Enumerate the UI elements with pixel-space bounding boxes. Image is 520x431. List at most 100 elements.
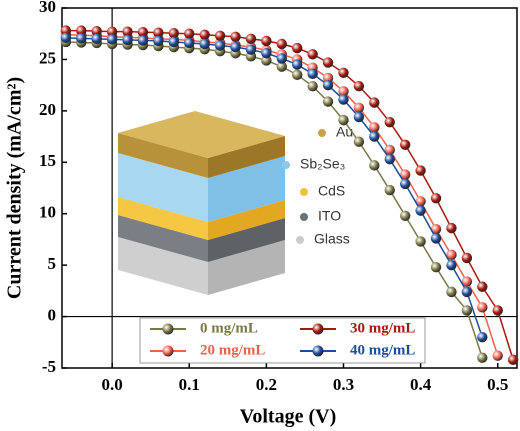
legend-marker [162,323,174,335]
data-point [137,26,149,38]
data-point [384,144,395,156]
data-point [322,72,334,84]
legend-marker [162,345,174,357]
label-dot [282,161,290,169]
data-point [507,354,519,365]
legend-box [139,317,426,364]
y-axis-label: Current density (mA/cm²) [4,77,26,299]
data-point [106,26,118,37]
label-dot [318,129,326,137]
layer-face [208,218,285,262]
data-point [338,114,349,126]
layer-face [118,133,208,178]
layer-label: CdS [318,183,345,199]
data-point [322,96,334,107]
data-point [168,28,180,39]
device-inset: Au Sb₂Se₃ CdS ITO Glass [118,111,353,295]
legend-label: 0 mg/mL [200,320,258,336]
y-tick-label: -5 [42,357,56,376]
data-point [446,259,457,271]
legend-label: 30 mg/mL [350,320,415,336]
layer-label: Sb₂Se₃ [300,156,345,172]
layer-label: Au [336,124,353,140]
data-point [245,33,257,45]
y-tick-label: 10 [39,203,56,222]
data-point [153,27,164,38]
data-point [276,38,287,50]
data-point [461,305,473,316]
series-line [65,41,484,358]
layer-face [208,136,285,178]
data-point [369,122,380,133]
data-point [214,30,226,41]
x-tick-label: 0.3 [333,375,354,394]
data-point [199,38,210,50]
data-point [461,252,473,264]
data-point [137,35,149,46]
data-point [477,281,488,292]
legend-marker [312,323,324,335]
data-point [353,136,365,147]
data-point [415,236,426,247]
data-point [184,37,195,49]
layer-face [118,215,208,262]
data-point [399,169,411,180]
data-point [399,210,411,221]
x-axis-label: Voltage (V) [240,406,336,428]
layer-label: Glass [314,231,350,247]
data-point [492,350,503,361]
data-point [477,352,488,363]
data-point [338,94,349,105]
data-point [307,68,318,80]
x-tick-label: 0.2 [256,375,277,394]
x-tick-label: 0.1 [179,375,200,394]
data-point [91,33,102,45]
y-tick-label: 20 [39,100,56,119]
data-point [199,29,210,40]
layer-face [208,200,285,240]
data-point [60,25,72,36]
data-point [415,205,426,216]
y-tick-label: 25 [39,48,56,67]
data-point [384,154,395,165]
plot-frame [61,7,518,369]
y-tick-label: 30 [39,0,56,16]
data-point [353,111,365,123]
data-point [76,33,87,44]
data-point [384,184,395,196]
data-point [91,25,102,37]
layer-face [118,197,208,240]
label-dot [296,236,304,244]
data-point [292,42,303,54]
data-point [184,28,195,39]
data-point [477,302,488,313]
data-point [230,41,241,53]
data-point [261,35,272,47]
data-point [276,53,287,64]
data-point [322,79,334,91]
data-point [415,196,426,207]
data-point [430,223,442,235]
data-point [369,131,380,142]
data-point [353,80,365,92]
y-tick-label: 0 [48,305,57,324]
data-point [369,160,380,171]
series-line [65,37,484,338]
data-point [261,48,272,59]
data-point [446,222,457,234]
data-point [338,86,349,97]
data-point [399,139,411,150]
legend-marker [312,345,324,357]
data-point [292,69,303,81]
data-point [353,102,365,113]
data-point [122,34,133,46]
label-dot [300,213,308,221]
data-point [477,331,488,343]
data-point [307,49,318,60]
data-point [446,249,457,261]
data-point [76,25,87,36]
data-point [461,286,473,298]
x-tick-label: 0.0 [102,375,123,394]
data-point [430,233,442,244]
data-point [369,97,380,108]
